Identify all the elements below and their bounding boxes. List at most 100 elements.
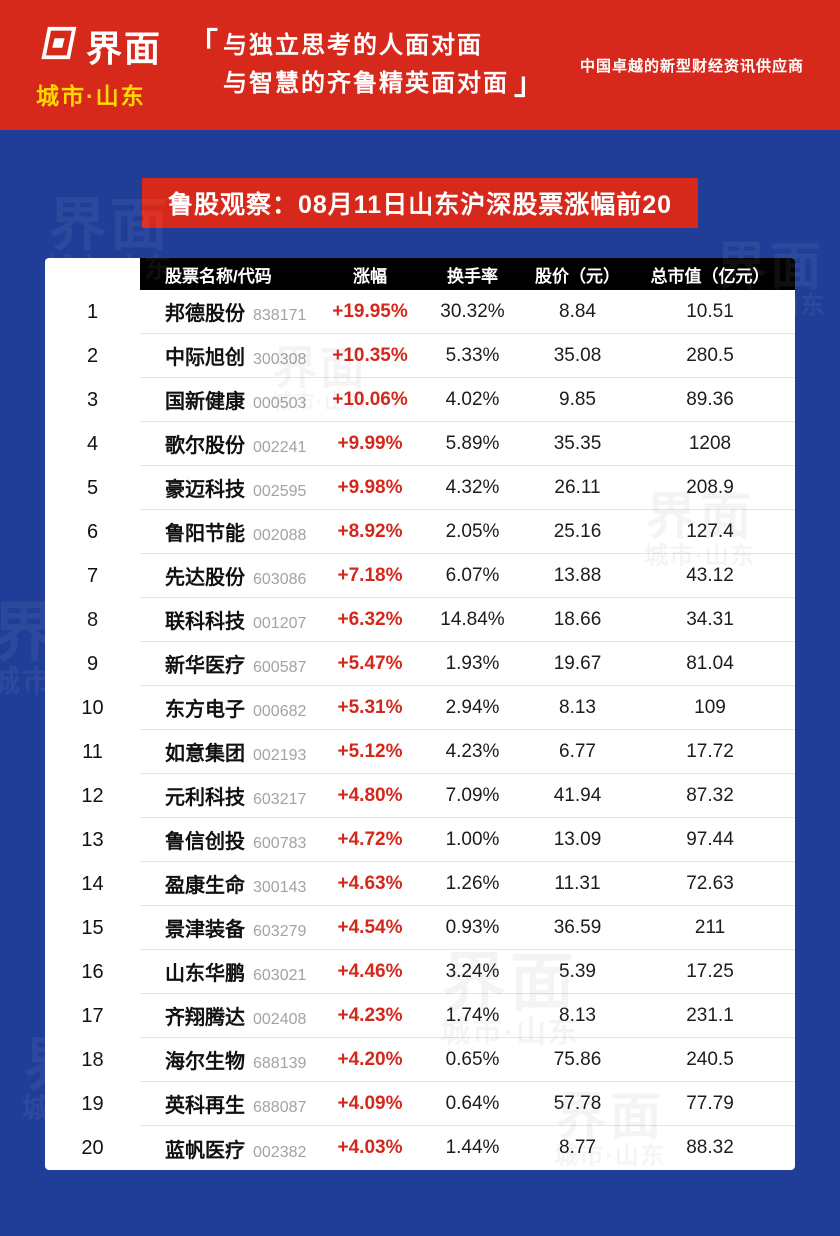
stock-price: 57.78 <box>553 1092 602 1114</box>
table-row-line: 景津装备 603279 +4.54% 0.93% 36.59 211 <box>140 906 795 950</box>
change-percent: +4.23% <box>337 1004 403 1026</box>
change-percent: +7.18% <box>337 564 403 586</box>
stock-code: 688139 <box>253 1055 307 1072</box>
turnover-rate: 0.65% <box>445 1048 500 1070</box>
rank: 8 <box>86 608 99 631</box>
rank: 18 <box>81 1048 104 1071</box>
turnover-rate: 1.93% <box>445 652 500 674</box>
table-row: 12 元利科技 603217 +4.80% 7.09% 41.94 87.32 <box>45 774 795 818</box>
stock-name-cell: 如意集团 002193 <box>140 737 325 766</box>
change-percent: +4.80% <box>337 784 403 806</box>
table-row-line: 先达股份 603086 +7.18% 6.07% 13.88 43.12 <box>140 554 795 598</box>
turnover-rate: 0.93% <box>445 916 500 938</box>
stock-name: 东方电子 <box>165 699 245 721</box>
table-row: 10 东方电子 000682 +5.31% 2.94% 8.13 109 <box>45 686 795 730</box>
stock-name-cell: 邦德股份 838171 <box>140 297 325 326</box>
table-row: 8 联科科技 001207 +6.32% 14.84% 18.66 34.31 <box>45 598 795 642</box>
table-row-line: 国新健康 000503 +10.06% 4.02% 9.85 89.36 <box>140 378 795 422</box>
turnover-rate: 1.00% <box>445 828 500 850</box>
stock-name-cell: 先达股份 603086 <box>140 561 325 590</box>
stock-code: 603021 <box>253 967 307 984</box>
turnover-rate: 30.32% <box>440 300 505 322</box>
banner-slogan: 中国卓越的新型财经资讯供应商 <box>579 57 804 75</box>
stock-name: 英科再生 <box>165 1095 245 1117</box>
market-cap: 211 <box>694 916 726 938</box>
header-rank-spacer <box>45 258 140 290</box>
stock-price: 8.84 <box>559 300 596 322</box>
header-price: 股价（元） <box>535 266 620 286</box>
rank: 16 <box>81 960 104 983</box>
table-row: 15 景津装备 603279 +4.54% 0.93% 36.59 211 <box>45 906 795 950</box>
tagline-line2: 与智慧的齐鲁精英面对面 <box>223 70 510 97</box>
table-row: 20 蓝帆医疗 002382 +4.03% 1.44% 8.77 88.32 <box>45 1126 795 1170</box>
rank: 14 <box>81 872 104 895</box>
market-cap: 280.5 <box>686 344 734 366</box>
change-percent: +4.63% <box>337 872 403 894</box>
stock-code: 688087 <box>253 1099 307 1116</box>
table-row-line: 齐翔腾达 002408 +4.23% 1.74% 8.13 231.1 <box>140 994 795 1038</box>
stock-price: 41.94 <box>553 784 602 806</box>
stock-code: 002193 <box>253 747 307 764</box>
market-cap: 231.1 <box>686 1004 734 1026</box>
stock-name: 豪迈科技 <box>165 479 245 501</box>
rank: 6 <box>86 520 99 543</box>
stock-code: 002382 <box>253 1143 307 1161</box>
stock-name-cell: 海尔生物 688139 <box>140 1045 325 1074</box>
stock-price: 13.88 <box>553 564 602 586</box>
rank: 11 <box>82 740 103 763</box>
table-row-line: 中际旭创 300308 +10.35% 5.33% 35.08 280.5 <box>140 334 795 378</box>
market-cap: 127.4 <box>686 520 734 542</box>
turnover-rate: 6.07% <box>445 564 500 586</box>
stock-price: 35.35 <box>553 432 602 454</box>
stock-name-cell: 鲁信创投 600783 <box>140 825 325 854</box>
header-stock-name: 股票名称/代码 <box>165 266 272 286</box>
table-row: 17 齐翔腾达 002408 +4.23% 1.74% 8.13 231.1 <box>45 994 795 1038</box>
rank: 20 <box>81 1136 104 1159</box>
table-row: 3 国新健康 000503 +10.06% 4.02% 9.85 89.36 <box>45 378 795 422</box>
stock-price: 8.77 <box>559 1137 596 1158</box>
market-cap: 88.32 <box>686 1137 734 1158</box>
turnover-rate: 4.02% <box>445 388 500 410</box>
table-row: 4 歌尔股份 002241 +9.99% 5.89% 35.35 1208 <box>45 422 795 466</box>
jiemian-logo-icon <box>36 25 78 66</box>
stock-price: 6.77 <box>559 740 596 762</box>
table-body: 1 邦德股份 838171 +19.95% 30.32% 8.84 10.51 2 中际旭创 30… <box>45 290 795 1170</box>
change-percent: +4.46% <box>337 960 403 982</box>
stock-name: 盈康生命 <box>165 875 245 897</box>
stock-name: 鲁信创投 <box>165 831 245 853</box>
header-market-cap: 总市值（亿元） <box>650 266 770 286</box>
stock-code: 603279 <box>253 923 307 940</box>
stock-code: 300143 <box>253 879 307 896</box>
stock-name-cell: 元利科技 603217 <box>140 781 325 810</box>
turnover-rate: 2.05% <box>445 520 500 542</box>
stock-name-cell: 盈康生命 300143 <box>140 869 325 898</box>
stock-price: 26.11 <box>554 476 601 498</box>
bracket-open-icon: 「 <box>188 28 219 61</box>
table-row: 1 邦德股份 838171 +19.95% 30.32% 8.84 10.51 <box>45 290 795 334</box>
table-row: 18 海尔生物 688139 +4.20% 0.65% 75.86 240.5 <box>45 1038 795 1082</box>
stock-name: 邦德股份 <box>165 303 245 325</box>
stock-name: 海尔生物 <box>165 1051 245 1073</box>
turnover-rate: 0.64% <box>445 1092 500 1114</box>
table-row: 2 中际旭创 300308 +10.35% 5.33% 35.08 280.5 <box>45 334 795 378</box>
stock-name-cell: 中际旭创 300308 <box>140 341 325 370</box>
stock-name: 新华医疗 <box>165 655 245 677</box>
stock-name: 中际旭创 <box>165 347 245 369</box>
stock-name-cell: 鲁阳节能 002088 <box>140 517 325 546</box>
change-percent: +10.35% <box>332 344 408 366</box>
table-row-line: 元利科技 603217 +4.80% 7.09% 41.94 87.32 <box>140 774 795 818</box>
stock-price: 8.13 <box>559 1004 596 1026</box>
stock-code: 000503 <box>253 395 307 412</box>
table-row-line: 盈康生命 300143 +4.63% 1.26% 11.31 72.63 <box>140 862 795 906</box>
table-row-line: 豪迈科技 002595 +9.98% 4.32% 26.11 208.9 <box>140 466 795 510</box>
stock-table-card: 股票名称/代码 涨幅 换手率 股价（元） 总市值（亿元） 1 邦德股份 838171… <box>45 258 795 1170</box>
stock-name: 国新健康 <box>165 391 245 413</box>
table-row-line: 鲁信创投 600783 +4.72% 1.00% 13.09 97.44 <box>140 818 795 862</box>
stock-price: 8.13 <box>559 696 596 718</box>
market-cap: 1208 <box>688 432 732 454</box>
rank: 2 <box>86 344 99 367</box>
logo-text: 界面 <box>86 27 163 69</box>
change-percent: +19.95% <box>332 300 408 322</box>
rank: 4 <box>86 432 99 455</box>
stock-name: 齐翔腾达 <box>165 1007 245 1029</box>
